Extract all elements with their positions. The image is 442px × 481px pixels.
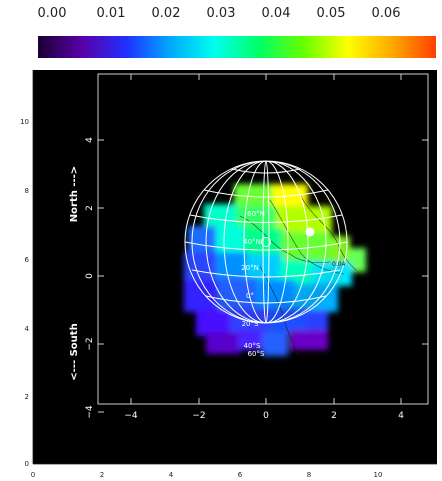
colorbar [38,36,436,58]
parallel [227,167,305,174]
latitude-label: 0° [246,292,254,300]
outer-y-tick-labels: 0 2 4 6 8 10 [20,118,29,468]
latitude-label: 20°S [242,320,259,328]
parallel [203,189,329,198]
latitude-label: 20°N [241,264,259,272]
meridian [262,161,270,323]
parallel [191,269,341,278]
meridian [191,161,341,323]
parallel [185,241,347,251]
x-tick-label: 2 [331,411,337,421]
outer-y-tick-label: 10 [20,118,29,126]
colorbar-tick-label: 0.00 [37,6,67,21]
colorbar-tick-label: 0.05 [316,6,346,21]
outer-x-tick-label: 10 [374,471,383,479]
heatmap-cell [206,332,240,354]
parallel [205,295,327,304]
y-tick-label: −4 [85,405,95,419]
heatmap-cell [262,332,288,356]
y-tick-label: 0 [85,273,95,279]
outer-y-tick-label: 2 [25,393,29,401]
parallel [189,214,343,223]
x-tick-label: −4 [124,411,138,421]
colorbar-tick-label: 0.02 [151,6,181,21]
outer-y-tick-label: 8 [25,187,29,195]
outer-x-tick-label: 2 [100,471,104,479]
colorbar-gradient [38,36,436,58]
inner-y-tick-labels: 4 2 0 −2 −4 [85,137,95,419]
globe-grid [184,160,348,324]
center-marker [261,237,271,247]
y-axis-label-south: <--- South [69,323,80,380]
outer-y-tick-label: 4 [25,325,30,333]
contour-line [269,199,345,275]
latitude-label: 60°S [248,350,265,358]
y-tick-label: 2 [85,205,95,211]
outer-x-tick-label: 0 [31,471,35,479]
y-tick-label: 4 [85,137,95,143]
latitude-label: 40°S [244,342,261,350]
colorbar-tick-label: 0.01 [96,6,126,21]
colorbar-tick-label: 0.03 [206,6,236,21]
outer-x-tick-label: 8 [307,471,311,479]
contour-label: 0.04 [332,261,346,268]
colorbar-tick-labels: 0.00 0.01 0.02 0.03 0.04 0.05 0.06 [0,0,442,30]
globe-shading [185,161,347,323]
outer-axes [32,70,437,465]
heatmap-cell [350,248,366,272]
inner-ticks [98,74,428,413]
x-tick-label: 4 [398,411,404,421]
outer-x-tick-label: 4 [169,471,174,479]
colorbar-tick-label: 0.06 [371,6,401,21]
heatmap-cell [306,310,328,332]
latitude-labels: 60°N 40°N 20°N 0° 20°S 40°S 60°S [241,210,265,358]
outer-y-tick-label: 6 [25,256,30,264]
subpoint-marker [305,227,315,237]
contour-line [239,215,331,264]
colorbar-tick-label: 0.04 [261,6,291,21]
heatmap-cell [290,330,328,350]
x-tick-label: 0 [263,411,269,421]
heatmap-cell [196,310,232,336]
y-tick-label: −2 [85,337,95,350]
latitude-label: 40°N [243,238,261,246]
latitude-label: 60°N [247,210,265,218]
meridian [223,161,309,323]
y-axis-label-north: North ---> [69,166,80,222]
outer-x-tick-label: 6 [238,471,243,479]
heatmap-cell [238,330,264,350]
globe-map: 60°N 40°N 20°N 0° 20°S 40°S 60°S 0.04 [20,70,437,479]
inner-axes-frame [97,73,429,405]
meridian [205,161,327,323]
x-tick-label: −2 [192,411,205,421]
meridian [243,161,289,323]
inner-x-tick-labels: −4 −2 0 2 4 [124,411,404,421]
outer-y-tick-label: 0 [25,460,29,468]
outer-x-tick-labels: 0 2 4 6 8 10 [31,471,383,479]
